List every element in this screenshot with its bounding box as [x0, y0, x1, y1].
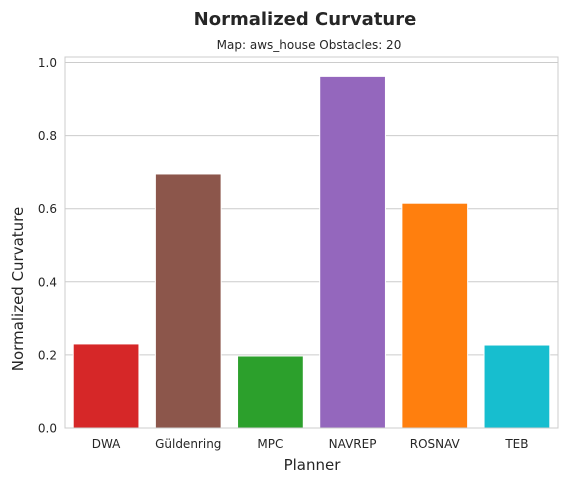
y-tick-label: 1.0 [38, 56, 57, 70]
y-tick-label: 0.2 [38, 348, 57, 362]
chart-subtitle: Map: aws_house Obstacles: 20 [217, 38, 402, 52]
y-tick-label: 0.4 [38, 275, 57, 289]
x-tick-label: NAVREP [329, 437, 377, 451]
x-tick-labels: DWA Güldenring MPC NAVREP ROSNAV TEB [92, 437, 529, 451]
y-axis-label: Normalized Curvature [9, 207, 27, 372]
bar-g-ldenring [154, 173, 222, 429]
x-tick-label: DWA [92, 437, 121, 451]
bar-mpc [237, 355, 304, 429]
x-axis-label: Planner [284, 456, 342, 474]
x-tick-label: TEB [504, 437, 528, 451]
bars [72, 75, 551, 429]
bar-teb [483, 344, 551, 429]
x-tick-label: ROSNAV [410, 437, 461, 451]
y-tick-label: 0.6 [38, 202, 57, 216]
plot-area-border [64, 56, 559, 429]
y-tick-label: 0.8 [38, 129, 57, 143]
x-tick-label: Güldenring [155, 437, 221, 451]
bar-dwa [72, 343, 140, 429]
x-tick-label: MPC [257, 437, 283, 451]
chart-title: Normalized Curvature [194, 9, 417, 30]
bar-rosnav [401, 202, 469, 429]
y-tick-label: 0.0 [38, 422, 57, 436]
bar-navrep [319, 75, 386, 429]
y-tick-labels: 0.0 0.2 0.4 0.6 0.8 1.0 [38, 56, 57, 436]
